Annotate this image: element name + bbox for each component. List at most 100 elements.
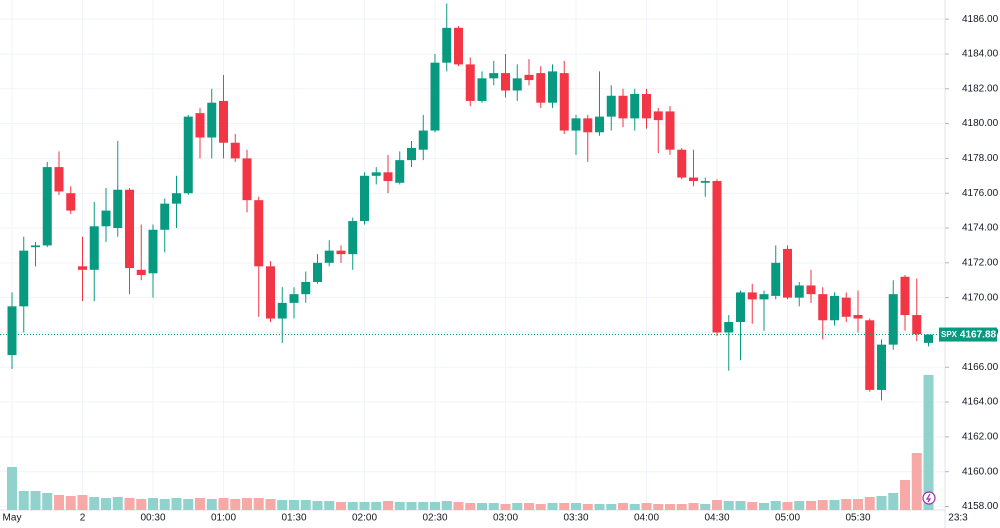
candle-body xyxy=(407,147,416,161)
x-tick-label: 01:30 xyxy=(281,513,306,524)
volume-bar xyxy=(782,502,793,510)
volume-bar xyxy=(312,501,323,510)
volume-bar xyxy=(488,503,499,510)
candle-body xyxy=(536,73,546,103)
candle-body xyxy=(254,200,264,267)
volume-bar xyxy=(136,499,147,510)
y-tick-label: 4160.00 xyxy=(962,466,999,477)
x-tick-label: 2 xyxy=(80,513,86,524)
volume-bar xyxy=(735,501,746,510)
y-tick-label: 4186.00 xyxy=(962,14,999,25)
candle-body xyxy=(724,322,734,333)
candle-body xyxy=(89,226,99,270)
volume-bar xyxy=(512,503,523,510)
candle-body xyxy=(806,285,816,295)
volume-bar xyxy=(18,491,29,510)
candle-body xyxy=(477,78,487,101)
volume-bar xyxy=(112,497,123,510)
candle-body xyxy=(207,102,217,138)
volume-bar xyxy=(829,500,840,510)
candle-body xyxy=(336,250,346,255)
volume-bar xyxy=(641,503,652,510)
volume-bar xyxy=(571,503,581,510)
y-tick-label: 4178.00 xyxy=(962,153,999,164)
volume-bar xyxy=(794,501,805,510)
candle-body xyxy=(595,116,604,133)
candle-body xyxy=(512,78,522,91)
candle-body xyxy=(689,177,698,182)
y-tick-label: 4182.00 xyxy=(962,83,999,94)
candle-body xyxy=(301,281,311,295)
volume-bar xyxy=(923,375,934,510)
volume-bar xyxy=(888,493,899,510)
candle-body xyxy=(830,295,839,321)
candle-body xyxy=(242,158,252,201)
candle-body xyxy=(395,160,405,183)
candle-body xyxy=(559,73,569,131)
x-tick-label: 03:30 xyxy=(563,513,588,524)
candle-body xyxy=(78,266,87,270)
volume-bar xyxy=(347,502,358,510)
volume-bar xyxy=(864,497,875,510)
volume-bar xyxy=(89,497,100,510)
volume-bar xyxy=(430,502,440,510)
volume-bar xyxy=(618,503,628,510)
volume-bar xyxy=(712,500,722,510)
volume-bar xyxy=(42,493,53,510)
volume xyxy=(7,375,934,510)
volume-bar xyxy=(653,504,664,510)
volume-bar xyxy=(700,504,711,510)
candle-body xyxy=(841,297,851,317)
volume-bar xyxy=(54,495,64,510)
y-tick-label: 4164.00 xyxy=(962,397,999,408)
symbol-tag xyxy=(939,327,959,342)
x-tick-label: 01:00 xyxy=(211,513,236,524)
candle-body xyxy=(618,95,628,119)
candle-body xyxy=(865,320,875,390)
volume-bar xyxy=(7,467,17,510)
y-tick-label: 4176.00 xyxy=(962,188,999,199)
volume-bar xyxy=(582,504,593,510)
volume-bar xyxy=(253,498,264,510)
candle-body xyxy=(360,175,369,222)
x-tick-label: 02:30 xyxy=(422,513,447,524)
candle-body xyxy=(606,95,616,117)
symbol-label: SPX xyxy=(941,330,958,339)
candle-body xyxy=(888,294,898,345)
axes: 4158.004160.004162.004164.004166.004168.… xyxy=(3,14,999,524)
x-tick-label: 04:00 xyxy=(634,513,659,524)
y-tick-label: 4158.00 xyxy=(962,501,999,512)
event-icon[interactable] xyxy=(922,491,936,505)
candle-body xyxy=(136,269,146,276)
volume-bar xyxy=(324,501,335,510)
candle-body xyxy=(583,118,593,133)
candle-body xyxy=(418,130,428,150)
volume-bar xyxy=(876,496,887,510)
volume-bar xyxy=(665,504,675,510)
candle-body xyxy=(783,248,792,298)
volume-bar xyxy=(371,502,382,510)
candle-body xyxy=(700,181,710,183)
volume-bar xyxy=(159,499,170,510)
volume-bar xyxy=(911,453,922,510)
candle-body xyxy=(230,142,240,159)
x-tick-label: 00:30 xyxy=(140,513,165,524)
candles xyxy=(0,3,945,401)
candle-body xyxy=(712,181,722,333)
y-tick-label: 4170.00 xyxy=(962,292,999,303)
event-icon-bolt xyxy=(925,493,932,503)
y-tick-label: 4174.00 xyxy=(962,223,999,234)
volume-bar xyxy=(394,502,405,510)
volume-bar xyxy=(747,502,758,510)
candle-body xyxy=(454,27,463,65)
candle-body xyxy=(759,294,769,300)
volume-bar xyxy=(359,502,370,510)
price-tag xyxy=(959,327,997,342)
candle-body xyxy=(877,344,886,390)
x-tick-label: 04:30 xyxy=(704,513,729,524)
volume-bar xyxy=(30,491,41,510)
volume-bar xyxy=(676,504,687,510)
volume-bar xyxy=(606,504,617,510)
